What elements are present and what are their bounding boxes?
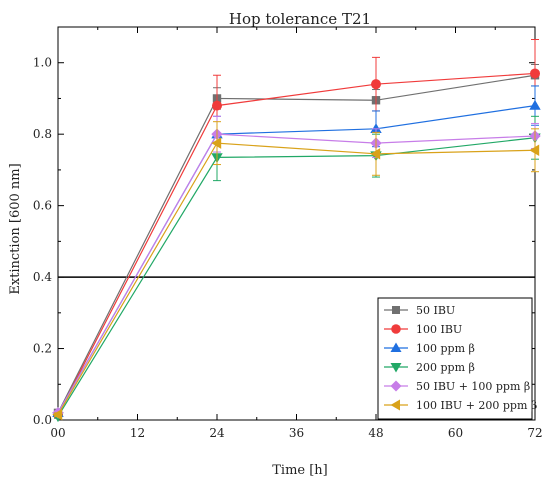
y-tick-label: 0.4	[33, 270, 52, 284]
circle-marker	[371, 79, 381, 90]
legend-entry: 100 ppm β	[384, 342, 475, 355]
legend-label: 100 IBU + 200 ppm β	[416, 399, 537, 412]
triangle-left-marker	[390, 399, 400, 411]
diamond-marker	[390, 380, 402, 392]
triangle-left-marker	[370, 148, 381, 160]
y-axis-title: Extinction [600 nm]	[8, 163, 23, 294]
legend-label: 50 IBU + 100 ppm β	[416, 380, 530, 393]
series-line	[57, 72, 536, 415]
y-tick-label: 0.2	[33, 342, 52, 356]
x-axis-title: Time [h]	[272, 463, 328, 478]
legend-label: 100 ppm β	[416, 342, 475, 355]
triangle-left-marker	[52, 408, 63, 421]
triangle-up-marker	[529, 99, 541, 110]
series-6	[52, 121, 540, 421]
x-tick-label: 12	[130, 426, 145, 440]
legend-box	[377, 297, 533, 420]
y-tick-label: 0.8	[33, 127, 52, 141]
chart-title: Hop tolerance T21	[229, 10, 371, 28]
x-tick-label: 24	[209, 426, 225, 440]
x-tick-label: 00	[50, 426, 65, 440]
series-group	[52, 39, 541, 423]
x-tick-label: 72	[527, 426, 542, 440]
triangle-down-marker	[390, 363, 402, 373]
square-marker	[392, 306, 400, 314]
legend: 50 IBU 100 IBU 100 ppm β 200 ppm β 50 IBU + …	[377, 297, 537, 420]
series-line	[57, 74, 536, 414]
series-line	[57, 142, 536, 415]
x-tick-label: 36	[289, 426, 304, 440]
legend-label: 50 IBU	[416, 304, 455, 317]
y-tick-label: 0.0	[33, 413, 52, 427]
triangle-up-marker	[370, 123, 382, 134]
legend-entry: 50 IBU + 100 ppm β	[384, 380, 530, 393]
circle-marker	[212, 100, 222, 111]
y-tick-label: 1.0	[33, 56, 52, 70]
x-tick-label: 48	[368, 426, 383, 440]
legend-entry: 200 ppm β	[384, 361, 475, 374]
axes: 00 12 24 36 48 60 72 0.0 0.2 0.4 0.6 0.8 1.0	[33, 26, 543, 440]
series-line	[57, 133, 536, 414]
triangle-left-marker	[529, 144, 540, 156]
circle-marker	[391, 324, 401, 334]
legend-label: 200 ppm β	[416, 361, 475, 374]
series-line	[57, 137, 536, 417]
legend-entry: 100 IBU	[384, 323, 462, 336]
circle-marker	[530, 68, 540, 79]
legend-entry: 50 IBU	[384, 304, 455, 317]
x-tick-label: 60	[448, 426, 463, 440]
triangle-left-marker	[211, 137, 222, 149]
legend-label: 100 IBU	[416, 323, 462, 336]
triangle-up-marker	[390, 342, 402, 352]
y-tick-label: 0.6	[33, 199, 52, 213]
legend-entry: 100 IBU + 200 ppm β	[384, 399, 537, 412]
